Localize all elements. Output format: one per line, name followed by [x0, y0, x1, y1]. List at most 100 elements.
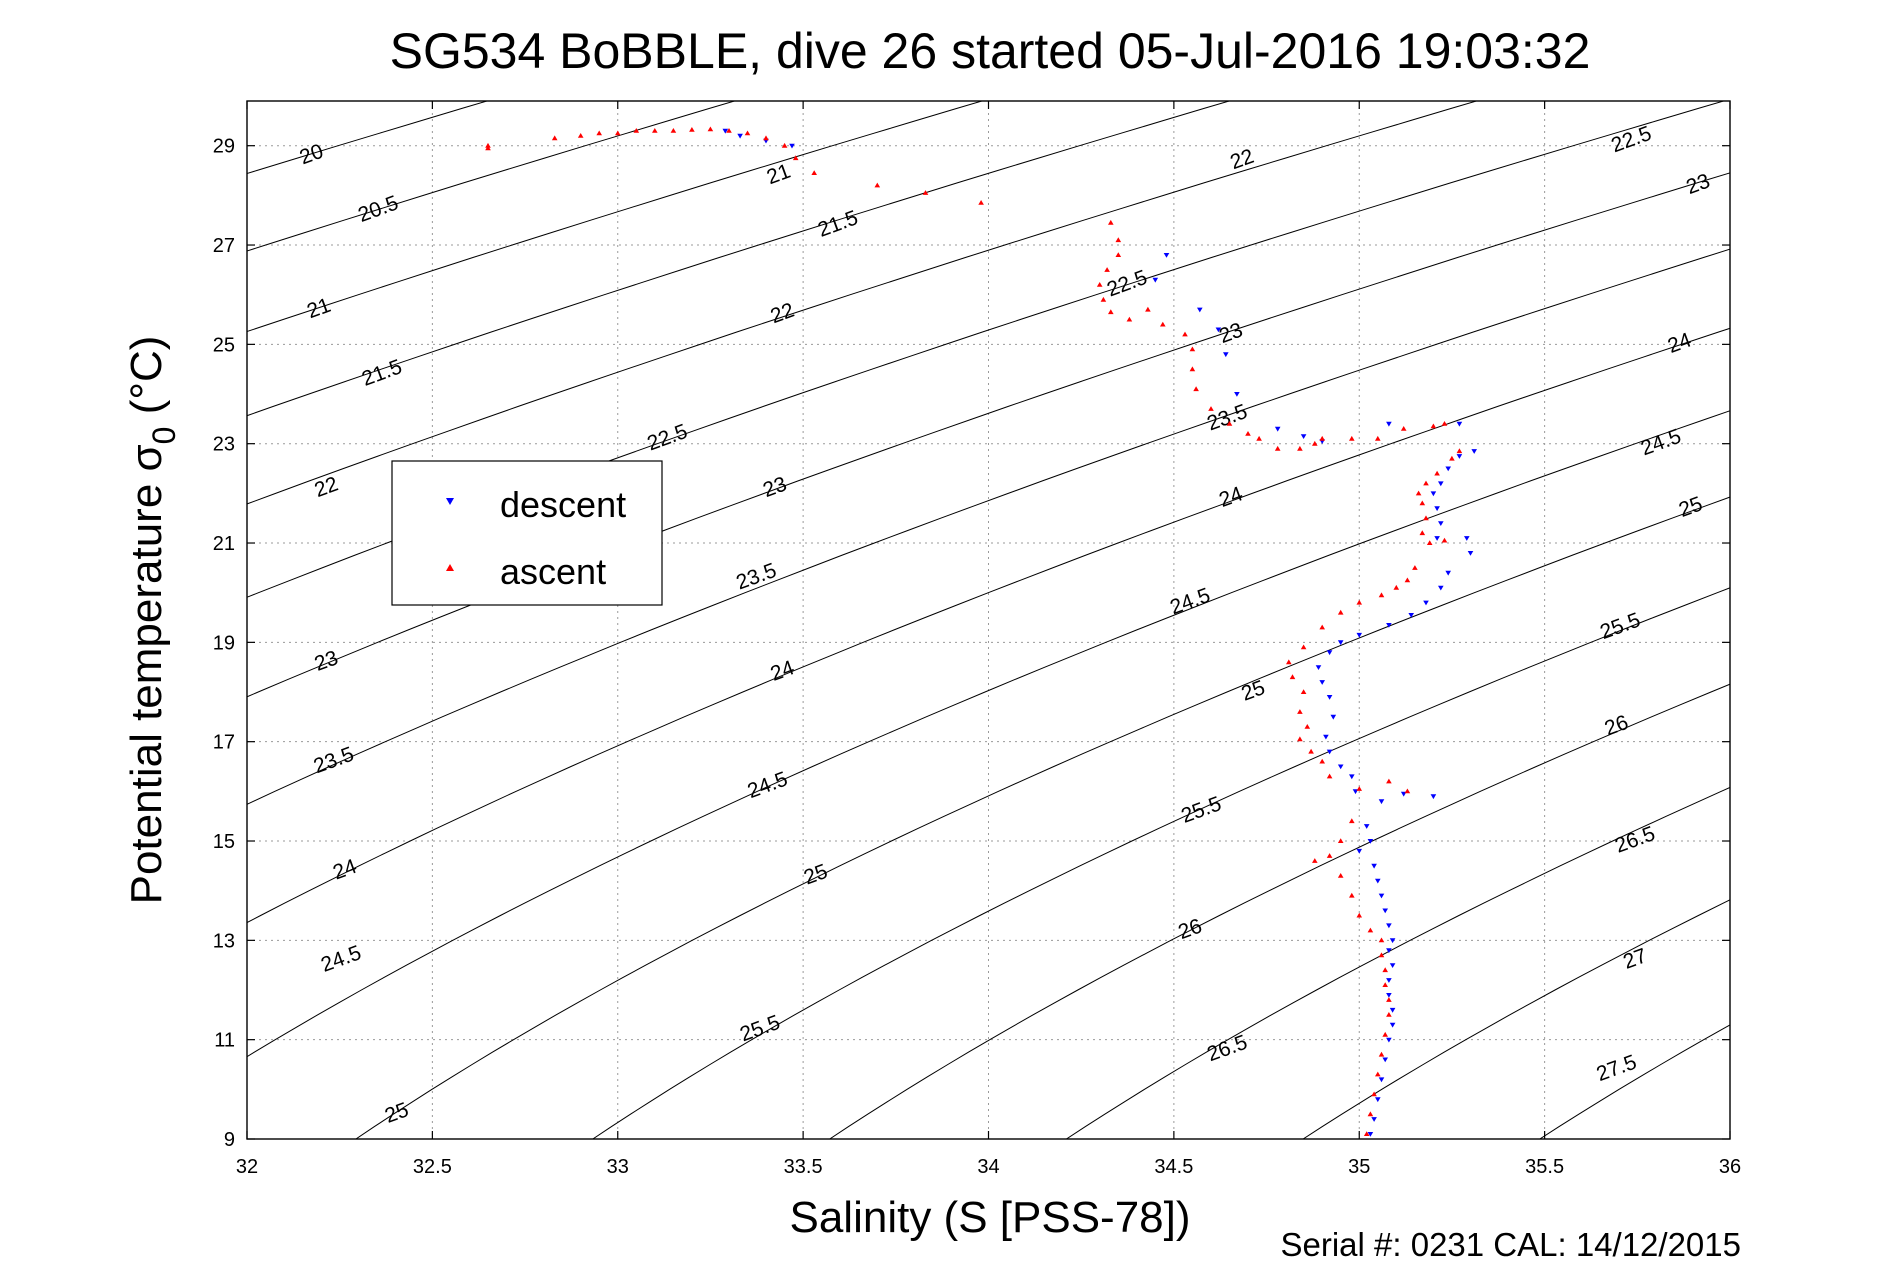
descent-point — [1430, 794, 1437, 800]
ascent-point — [485, 145, 491, 151]
ascent-point — [1441, 421, 1448, 426]
ascent-point — [1434, 470, 1440, 476]
density-contour-line — [591, 587, 1730, 1139]
density-contour-line — [247, 248, 1730, 805]
ascent-point — [707, 126, 714, 132]
ascent-point — [1456, 448, 1463, 454]
ascent-point — [596, 130, 602, 136]
ascent-point — [1274, 445, 1281, 451]
contour-value-label: 22 — [311, 472, 341, 502]
y-tick-label: 11 — [214, 1030, 235, 1052]
density-contour-line — [1538, 1024, 1730, 1139]
ascent-point — [1367, 1111, 1374, 1117]
ascent-point — [1363, 1131, 1370, 1136]
x-tick-label: 35 — [1348, 1156, 1370, 1178]
data-points — [485, 126, 1477, 1137]
ascent-point — [1423, 515, 1429, 521]
ascent-point — [792, 155, 799, 161]
descent-point — [1300, 434, 1307, 439]
y-axis-label-group: Potential temperature σ0 (°C) — [122, 336, 182, 905]
descent-point — [1337, 764, 1344, 770]
contour-value-label: 24 — [767, 656, 797, 686]
density-contour-line — [828, 683, 1730, 1139]
x-tick-label: 34 — [977, 1156, 999, 1178]
contour-value-label: 23 — [311, 646, 341, 676]
x-tick-label: 33.5 — [784, 1156, 823, 1178]
descent-point — [1430, 491, 1437, 497]
ascent-point — [1382, 967, 1388, 973]
contour-value-label: 25 — [1238, 676, 1268, 706]
ascent-point — [744, 130, 751, 136]
ascent-point — [1371, 1091, 1377, 1097]
descent-point — [1378, 1077, 1385, 1083]
descent-point — [1438, 481, 1444, 487]
descent-point — [1386, 948, 1392, 954]
density-contour-labels: 20 20.5 21 21.5 22 22.5 23 23.5 24 24.5 25 21 21.5 22… — [297, 122, 1713, 1128]
descent-point — [1386, 421, 1392, 427]
contour-value-label: 22.5 — [1608, 122, 1654, 158]
descent-point — [1456, 454, 1463, 459]
descent-point — [1389, 963, 1396, 968]
descent-point — [1382, 908, 1388, 914]
y-tick-label: 19 — [213, 632, 235, 654]
ascent-point — [1378, 952, 1385, 958]
ascent-point — [1319, 435, 1325, 441]
ascent-point — [1100, 296, 1107, 302]
ascent-point — [1126, 316, 1133, 322]
ascent-point — [1378, 592, 1385, 598]
ascent-point — [485, 142, 491, 148]
descent-point — [1223, 352, 1229, 358]
descent-point — [1367, 839, 1374, 844]
ascent-point — [1096, 282, 1103, 287]
contour-value-label: 24.5 — [1638, 425, 1684, 461]
density-contour-line — [247, 172, 1730, 698]
descent-point — [1389, 1022, 1396, 1028]
legend-box — [391, 460, 663, 606]
ascent-point — [1189, 346, 1196, 352]
descent-point — [1386, 993, 1392, 998]
density-contour-line — [247, 101, 984, 333]
ascent-point — [1245, 431, 1251, 436]
descent-point — [1326, 749, 1333, 755]
ascent-point — [1145, 306, 1151, 312]
ascent-point — [874, 182, 881, 188]
ascent-point — [1337, 609, 1344, 615]
descent-point — [1438, 585, 1444, 591]
descent-point — [1326, 650, 1333, 656]
ascent-point — [1349, 818, 1355, 824]
x-tick-label: 34.5 — [1154, 1156, 1193, 1178]
contour-value-label: 27 — [1620, 944, 1650, 974]
contour-value-label: 21 — [764, 160, 794, 190]
ascent-point — [1337, 838, 1344, 843]
contour-value-label: 24.5 — [744, 767, 790, 803]
x-axis-ticks: 32 32.5 33 33.5 34 34.5 35 35.5 36 — [236, 101, 1741, 1178]
contour-value-label: 23.5 — [733, 559, 779, 595]
descent-point — [1386, 923, 1392, 929]
descent-point — [1274, 426, 1281, 432]
ascent-point — [1375, 1071, 1381, 1077]
density-contour-line — [355, 496, 1730, 1139]
contour-value-label: 22.5 — [644, 420, 690, 456]
ascent-point — [1226, 421, 1233, 426]
density-contour-line — [247, 101, 1231, 417]
density-contour-line — [247, 101, 489, 175]
descent-point — [1456, 421, 1463, 427]
contour-value-label: 23.5 — [1204, 400, 1250, 436]
ascent-point — [1189, 366, 1196, 372]
ascent-point — [1441, 537, 1448, 543]
descent-point — [1386, 978, 1392, 983]
density-contour-line — [247, 327, 1730, 924]
x-axis-label: Salinity (S [PSS-78]) — [789, 1193, 1190, 1242]
ascent-point — [1393, 584, 1400, 590]
descent-point — [1349, 774, 1355, 780]
ascent-point — [1367, 927, 1374, 933]
descent-point — [722, 128, 729, 134]
x-tick-label: 35.5 — [1525, 1156, 1564, 1178]
legend-ascent-label: ascent — [500, 551, 606, 592]
y-axis-label-main: Potential temperature σ — [122, 444, 171, 904]
ascent-point — [1419, 500, 1426, 506]
ascent-point — [1297, 445, 1303, 451]
contour-value-label: 23 — [760, 472, 790, 502]
ascent-point — [551, 135, 558, 141]
density-contour-line — [1302, 899, 1730, 1139]
